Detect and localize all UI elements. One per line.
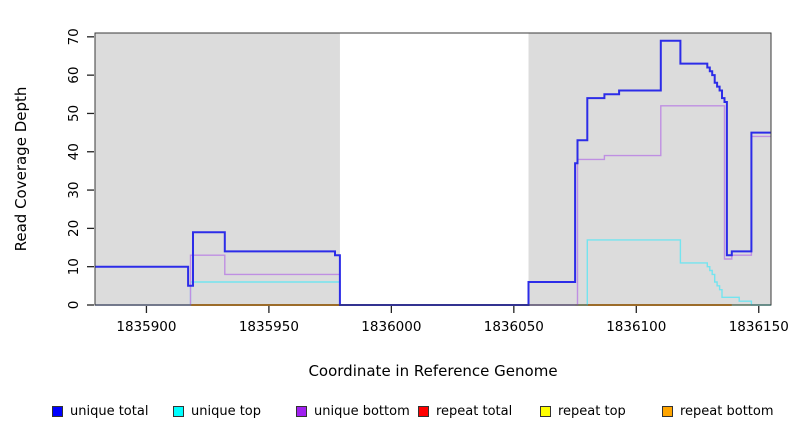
legend-item-unique-total: unique total [52,401,148,421]
x-tick-label: 1835900 [116,319,176,335]
legend-label: unique top [191,403,262,419]
plot-box [94,32,772,306]
x-axis-title: Coordinate in Reference Genome [308,362,558,380]
legend-label: repeat top [558,403,626,419]
legend-item-repeat-total: repeat total [418,401,512,421]
y-tick-label: 30 [66,181,82,198]
repeat-region-shading [95,33,340,305]
y-tick-label: 0 [66,301,82,310]
legend-label: unique total [70,403,149,419]
legend-label: unique bottom [314,403,410,419]
legend-item-repeat-top: repeat top [540,401,626,421]
legend-swatch-icon [296,405,307,417]
x-tick-label: 1836050 [484,319,544,335]
legend-item-unique-bottom: unique bottom [296,401,410,421]
legend-swatch-icon [173,405,184,417]
y-tick-label: 50 [66,105,82,122]
legend-item-unique-top: unique top [173,401,261,421]
repeat-region-shading [528,33,771,305]
x-tick-label: 1836000 [361,319,421,335]
legend-swatch-icon [418,405,429,417]
legend-label: repeat total [436,403,513,419]
series-unique-total [95,39,771,306]
legend: unique total unique top unique bottom repea… [0,401,792,425]
coverage-plot-svg: 1835900 1835950 1836000 1836050 1836100 18361… [66,28,789,335]
x-tick-label: 1836150 [729,319,789,335]
x-tick-label: 1836100 [606,319,666,335]
x-tick-label: 1835950 [239,319,299,335]
legend-label: repeat bottom [680,403,774,419]
legend-item-repeat-bottom: repeat bottom [662,401,774,421]
y-tick-label: 60 [66,67,82,84]
legend-swatch-icon [52,405,63,417]
y-tick-label: 10 [66,258,82,275]
y-tick-label: 20 [66,220,82,237]
legend-swatch-icon [540,405,551,417]
legend-swatch-icon [662,405,673,417]
y-axis-title: Read Coverage Depth [12,86,30,252]
y-tick-label: 70 [66,28,82,45]
y-tick-label: 40 [66,143,82,160]
